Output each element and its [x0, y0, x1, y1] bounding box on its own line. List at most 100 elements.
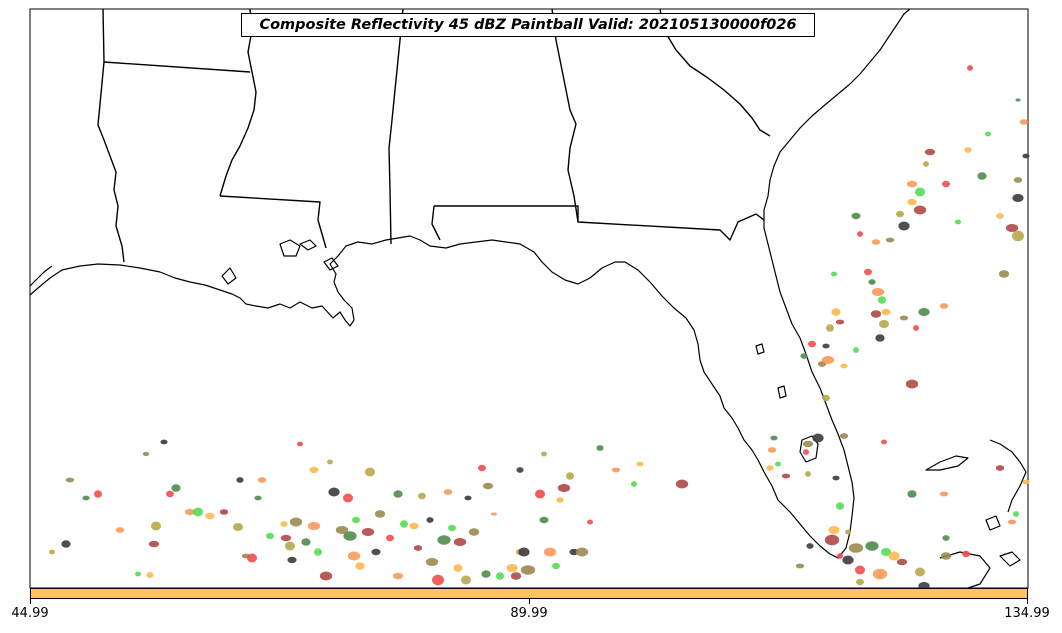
- reflectivity-blob: [386, 534, 394, 542]
- reflectivity-blob: [355, 562, 365, 570]
- reflectivity-blob: [824, 534, 840, 546]
- reflectivity-blob: [361, 528, 375, 536]
- reflectivity-blob: [557, 484, 571, 492]
- reflectivity-blob: [535, 489, 545, 499]
- reflectivity-blob: [266, 532, 274, 540]
- reflectivity-blob: [49, 549, 55, 555]
- reflectivity-blob: [636, 461, 644, 467]
- reflectivity-blob: [896, 558, 908, 566]
- reflectivity-blob: [552, 562, 560, 570]
- reflectivity-blob: [898, 221, 910, 231]
- reflectivity-blob: [840, 363, 848, 369]
- reflectivity-blob: [347, 551, 361, 561]
- reflectivity-blob: [437, 535, 451, 545]
- reflectivity-blob: [907, 198, 917, 206]
- reflectivity-blob: [205, 512, 215, 520]
- reflectivity-blob: [413, 545, 423, 551]
- reflectivity-blob: [808, 340, 816, 348]
- reflectivity-blob: [831, 308, 841, 316]
- reflectivity-blob: [392, 572, 404, 580]
- reflectivity-blob: [826, 324, 834, 332]
- reflectivity-blob: [906, 180, 918, 188]
- map-frame: [29, 8, 1029, 589]
- reflectivity-blob: [845, 529, 851, 535]
- reflectivity-blob: [539, 516, 549, 524]
- reflectivity-blob: [977, 172, 987, 180]
- reflectivity-blob: [151, 521, 161, 531]
- reflectivity-blob: [94, 490, 102, 498]
- reflectivity-blob: [468, 528, 480, 536]
- reflectivity-blob: [998, 270, 1010, 278]
- map-title: Composite Reflectivity 45 dBZ Paintball …: [241, 13, 815, 37]
- reflectivity-blob: [1022, 153, 1030, 159]
- reflectivity-blob: [962, 550, 970, 558]
- reflectivity-blob: [915, 187, 925, 197]
- reflectivity-blob: [939, 491, 949, 497]
- reflectivity-blob: [836, 502, 844, 510]
- reflectivity-blob: [301, 538, 311, 546]
- reflectivity-blob: [881, 439, 887, 445]
- reflectivity-blob: [285, 541, 295, 551]
- reflectivity-blob: [875, 334, 885, 342]
- reflectivity-blob: [881, 548, 891, 556]
- reflectivity-blob: [942, 535, 950, 541]
- reflectivity-blob: [802, 440, 814, 448]
- reflectivity-blob: [432, 574, 444, 586]
- colorbar-label-min: 44.99: [11, 606, 49, 621]
- reflectivity-blob: [939, 303, 949, 309]
- reflectivity-blob: [942, 180, 950, 188]
- reflectivity-blob: [543, 547, 557, 557]
- reflectivity-blob: [1015, 98, 1021, 102]
- reflectivity-blob: [1012, 230, 1024, 242]
- reflectivity-blob: [848, 543, 864, 553]
- reflectivity-blob: [426, 517, 434, 523]
- reflectivity-blob: [907, 490, 917, 498]
- reflectivity-blob: [832, 475, 840, 481]
- reflectivity-blob: [247, 553, 257, 563]
- reflectivity-blob: [857, 231, 863, 237]
- reflectivity-blob: [767, 447, 777, 453]
- reflectivity-blob: [888, 551, 900, 561]
- reflectivity-blob: [365, 467, 375, 477]
- reflectivity-blob: [184, 508, 196, 516]
- reflectivity-blob: [995, 465, 1005, 471]
- reflectivity-blob: [596, 445, 604, 451]
- reflectivity-blob: [878, 296, 886, 304]
- reflectivity-blob: [800, 353, 808, 359]
- reflectivity-blob: [831, 271, 837, 277]
- reflectivity-blob: [856, 578, 864, 586]
- reflectivity-blob: [82, 495, 90, 501]
- reflectivity-blob: [510, 572, 522, 580]
- reflectivity-blobs: [49, 65, 1030, 590]
- reflectivity-blob: [314, 548, 322, 556]
- colorbar-label-mid: 89.99: [510, 606, 548, 621]
- colorbar-label-max: 134.99: [1004, 606, 1050, 621]
- reflectivity-blob: [822, 394, 830, 402]
- reflectivity-blob: [1022, 479, 1030, 485]
- reflectivity-blob: [611, 467, 621, 473]
- reflectivity-blob: [287, 556, 297, 564]
- reflectivity-blob: [812, 433, 824, 443]
- reflectivity-blob: [803, 449, 809, 455]
- reflectivity-blob: [837, 553, 843, 559]
- reflectivity-blob: [307, 522, 321, 530]
- colorbar-tick-right: [1027, 599, 1028, 604]
- reflectivity-blob: [781, 473, 791, 479]
- reflectivity-blob: [236, 477, 244, 483]
- reflectivity-blob: [940, 552, 952, 560]
- reflectivity-blob: [842, 555, 854, 565]
- reflectivity-blob: [871, 288, 885, 296]
- reflectivity-blob: [393, 490, 403, 498]
- reflectivity-blob: [343, 493, 353, 503]
- reflectivity-blob: [822, 343, 830, 349]
- reflectivity-blob: [490, 512, 498, 516]
- reflectivity-blob: [675, 479, 689, 489]
- reflectivity-blob: [1007, 519, 1017, 525]
- reflectivity-blob: [520, 565, 536, 575]
- reflectivity-blob: [335, 526, 349, 534]
- reflectivity-blob: [1019, 119, 1029, 125]
- reflectivity-blob: [135, 571, 141, 577]
- reflectivity-blob: [254, 495, 262, 501]
- reflectivity-blob: [556, 497, 564, 503]
